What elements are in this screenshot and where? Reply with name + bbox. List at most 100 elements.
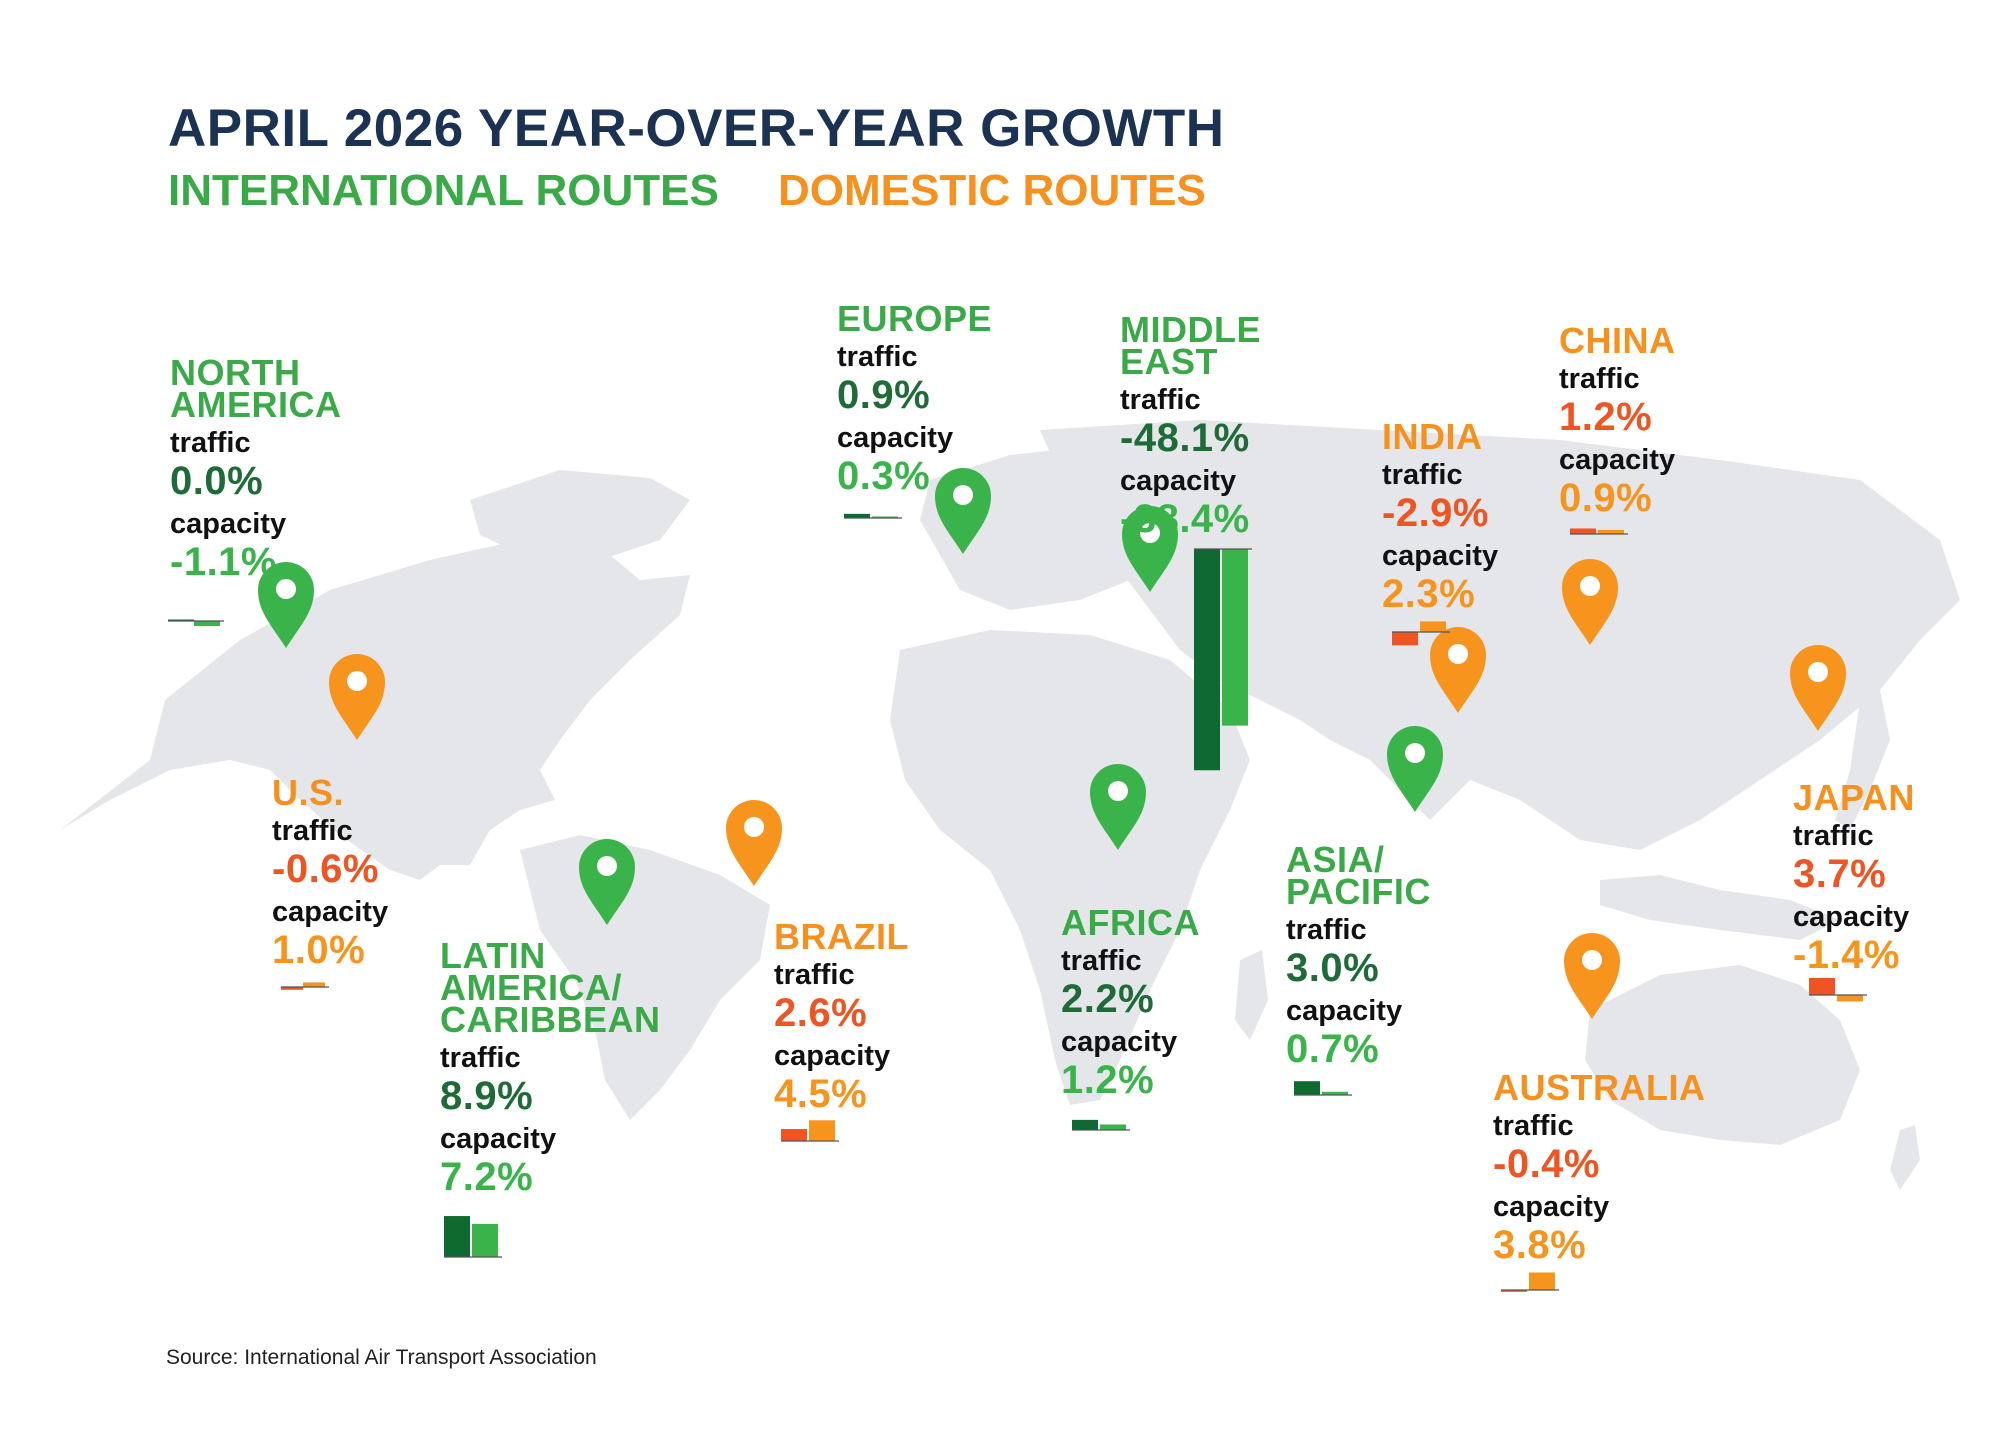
region-africa: AFRICA traffic 2.2% capacity 1.2% — [1061, 905, 1200, 1102]
region-name-line: CHINA — [1559, 320, 1676, 361]
traffic-label: traffic — [837, 341, 918, 373]
capacity-label: capacity — [272, 896, 389, 928]
capacity-bar — [1837, 995, 1863, 1002]
region-name: U.S. — [272, 772, 388, 813]
region-europe: EUROPE traffic 0.9% capacity 0.3% — [837, 301, 992, 498]
pin-body — [726, 800, 782, 886]
capacity-value: 0.7% — [1286, 1027, 1380, 1071]
pin-hole — [1140, 523, 1160, 543]
region-japan: JAPAN traffic 3.7% capacity -1.4% — [1793, 780, 1915, 977]
capacity-value: 2.3% — [1382, 572, 1476, 616]
pin-body — [579, 839, 635, 925]
region-name: BRAZIL — [774, 919, 909, 955]
traffic-label: traffic — [1382, 459, 1463, 491]
region-latin-america: LATIN AMERICA/CARIBBEAN traffic 8.9% capacit… — [440, 938, 661, 1199]
pin-hole — [1582, 950, 1602, 970]
source-note: Source: International Air Transport Asso… — [166, 1346, 597, 1369]
pin-body — [1564, 933, 1620, 1019]
region-name-line: PACIFIC — [1286, 871, 1431, 912]
capacity-bar — [303, 982, 325, 987]
traffic-value: 8.9% — [440, 1074, 534, 1118]
traffic-value: -2.9% — [1382, 491, 1489, 535]
region-name: CHINA — [1559, 320, 1676, 361]
pin-hole — [1448, 644, 1468, 664]
region-name-line: MIDDLE — [1120, 309, 1261, 350]
capacity-label: capacity — [1286, 995, 1403, 1027]
capacity-bar — [1222, 549, 1248, 726]
pin-body — [329, 654, 385, 740]
region-name: LATIN AMERICA/CARIBBEAN — [440, 938, 661, 1040]
capacity-value: 4.5% — [774, 1072, 868, 1116]
traffic-label: traffic — [1286, 914, 1367, 946]
capacity-value: 1.2% — [1061, 1058, 1155, 1102]
region-us: U.S. traffic -0.6% capacity 1.0% — [272, 772, 389, 972]
traffic-label: traffic — [440, 1042, 521, 1074]
pin-body — [1562, 559, 1618, 645]
capacity-bar — [194, 621, 220, 627]
capacity-label: capacity — [1120, 465, 1237, 497]
region-name-line: ASIA/ — [1286, 839, 1385, 880]
capacity-bar — [872, 516, 898, 518]
map-pin-icon — [258, 562, 314, 648]
traffic-label: traffic — [272, 815, 353, 847]
growth-bars — [168, 513, 1867, 1292]
capacity-label: capacity — [1061, 1026, 1178, 1058]
capacity-value: 1.0% — [272, 928, 366, 972]
region-name-line: AMERICA — [170, 384, 342, 425]
capacity-label: capacity — [1559, 444, 1676, 476]
region-name-line: AUSTRALIA — [1493, 1067, 1706, 1108]
pin-body — [1430, 627, 1486, 713]
traffic-label: traffic — [774, 959, 855, 991]
region-name: NORTH AMERICA — [170, 355, 342, 425]
map-pin-icon — [726, 800, 782, 886]
japan-shape — [1835, 690, 1890, 830]
world-map-background — [60, 420, 1960, 1190]
traffic-bar — [1194, 549, 1220, 771]
pin-hole — [597, 856, 617, 876]
capacity-bar — [1322, 1091, 1348, 1095]
traffic-label: traffic — [1120, 384, 1201, 416]
traffic-bar — [444, 1216, 470, 1257]
traffic-value: -48.1% — [1120, 416, 1250, 460]
region-middle-east: MIDDLE EAST traffic -48.1% capacity -38.4% — [1120, 309, 1261, 541]
traffic-value: 0.9% — [837, 373, 931, 417]
indonesia-shape — [1600, 875, 1840, 940]
map-pin-icon — [1790, 645, 1846, 731]
region-north-america: NORTH AMERICA traffic 0.0% capacity -1.1% — [170, 355, 342, 584]
region-name-line: EAST — [1120, 341, 1219, 382]
traffic-label: traffic — [1493, 1110, 1574, 1142]
pin-body — [1090, 764, 1146, 850]
traffic-bar — [1392, 632, 1418, 646]
traffic-label: traffic — [170, 427, 251, 459]
capacity-value: -38.4% — [1120, 497, 1250, 541]
region-name: JAPAN — [1793, 780, 1915, 816]
region-name: INDIA — [1382, 419, 1498, 455]
traffic-bar — [1501, 1290, 1527, 1292]
traffic-bar — [781, 1129, 807, 1141]
region-asia-pacific: ASIA/PACIFIC traffic 3.0% capacity 0.7% — [1286, 839, 1431, 1071]
traffic-value: 2.6% — [774, 991, 868, 1035]
capacity-label: capacity — [1493, 1191, 1610, 1223]
greenland-shape — [470, 470, 690, 560]
traffic-label: traffic — [1061, 945, 1142, 977]
region-name: ASIA/PACIFIC — [1286, 839, 1431, 912]
region-name-line: CARIBBEAN — [440, 999, 661, 1040]
page-title: APRIL 2026 YEAR-OVER-YEAR GROWTH — [168, 99, 1225, 158]
map-pin-icon — [1562, 559, 1618, 645]
capacity-value: -1.1% — [170, 540, 277, 584]
region-australia: AUSTRALIA traffic -0.4% capacity 3.8% — [1493, 1067, 1706, 1267]
traffic-label: traffic — [1559, 363, 1640, 395]
traffic-bar — [168, 619, 194, 621]
legend-international: INTERNATIONAL ROUTES — [168, 166, 719, 215]
location-pins — [258, 468, 1846, 1019]
africa-shape — [890, 630, 1250, 1105]
pin-hole — [744, 817, 764, 837]
traffic-bar — [1570, 528, 1596, 534]
traffic-value: 2.2% — [1061, 977, 1155, 1021]
capacity-bar — [1420, 621, 1446, 632]
region-name-line: U.S. — [272, 772, 345, 813]
traffic-value: -0.4% — [1493, 1142, 1600, 1186]
pin-hole — [1405, 743, 1425, 763]
region-name: AFRICA — [1061, 905, 1200, 941]
